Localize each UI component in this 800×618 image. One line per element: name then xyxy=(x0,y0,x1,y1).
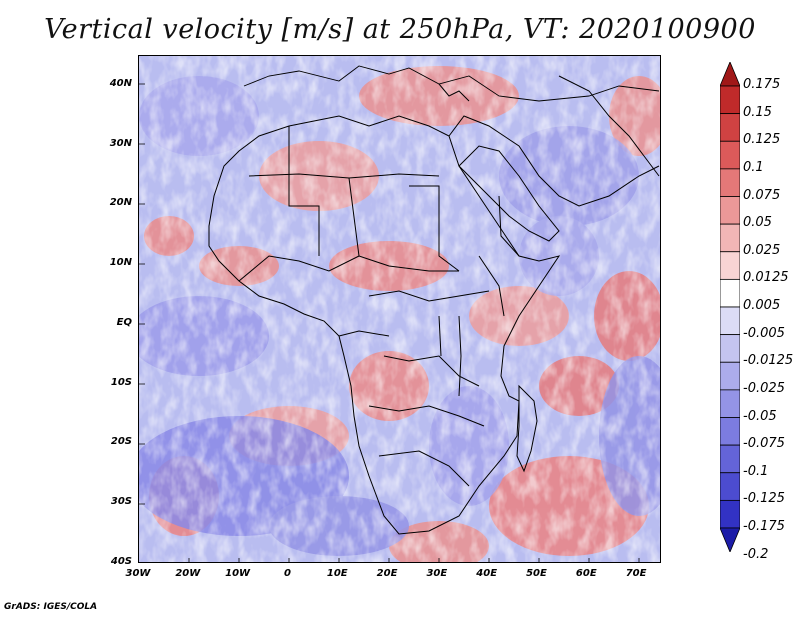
lat-tick-label: 20S xyxy=(110,436,132,448)
lon-tick-label: 30W xyxy=(125,568,151,579)
colorbar-label: -0.175 xyxy=(743,519,785,534)
colorbar-swatch xyxy=(720,361,740,391)
lon-tick-label: 50E xyxy=(526,568,547,579)
colorbar-swatch xyxy=(720,444,740,474)
colorbar-swatch xyxy=(720,306,740,336)
lon-tick-label: 10W xyxy=(225,568,251,579)
colorbar-label: -0.0125 xyxy=(743,353,794,369)
colorbar-swatch xyxy=(720,417,740,446)
colorbar-label: 0.075 xyxy=(743,187,781,203)
lon-tick-label: 60E xyxy=(575,568,597,579)
colorbar-label: -0.05 xyxy=(743,408,777,424)
colorbar-label: 0.005 xyxy=(743,298,781,313)
colorbar-swatch xyxy=(720,62,740,87)
lon-tick-label: 10E xyxy=(326,568,348,579)
colorbar-label: -0.2 xyxy=(743,546,769,562)
colorbar-label: -0.075 xyxy=(743,436,785,452)
colorbar-label: 0.025 xyxy=(743,242,781,258)
colorbar-label: -0.1 xyxy=(743,463,769,479)
lat-tick-label: 40S xyxy=(110,556,132,567)
lat-tick-label: 40N xyxy=(109,77,132,89)
lat-tick-label: 20N xyxy=(109,197,132,209)
coastlines xyxy=(208,65,660,535)
colorbar-swatch xyxy=(720,223,740,253)
velocity-field-svg xyxy=(139,56,660,562)
map-plot-area xyxy=(138,55,661,563)
lat-tick-label: 30S xyxy=(110,496,132,508)
lat-tick-label: 30N xyxy=(109,137,132,149)
colorbar-swatch xyxy=(720,389,740,418)
colorbar-swatch xyxy=(720,140,740,170)
colorbar-label: 0.1 xyxy=(743,159,764,175)
colorbar-label: -0.005 xyxy=(743,325,785,341)
colorbar-label: 0.125 xyxy=(743,132,781,148)
colorbar-swatch xyxy=(720,251,740,280)
grid-ticks xyxy=(139,83,640,562)
colorbar-label: -0.025 xyxy=(743,380,785,396)
colorbar-swatch xyxy=(720,278,740,308)
colorbar xyxy=(720,62,740,552)
colorbar-swatch xyxy=(720,196,740,225)
colorbar-label: -0.125 xyxy=(743,491,785,507)
lat-tick-label: 10S xyxy=(110,376,132,388)
lon-tick-label: 20E xyxy=(376,568,398,579)
streak-texture xyxy=(139,56,660,562)
lat-tick-label: 10N xyxy=(109,257,132,269)
colorbar-swatch xyxy=(720,472,740,501)
colorbar-label: 0.0125 xyxy=(743,270,789,286)
colorbar-swatch xyxy=(720,168,740,197)
colorbar-label: 0.05 xyxy=(743,215,772,231)
colorbar-swatch xyxy=(720,85,740,115)
colorbar-swatch xyxy=(720,527,740,552)
colorbar-swatch xyxy=(720,334,740,363)
colorbar-label: 0.15 xyxy=(743,104,772,120)
lat-tick-label: EQ xyxy=(116,316,132,328)
lon-tick-label: 70E xyxy=(625,568,647,579)
colorbar-swatch xyxy=(720,113,740,142)
chart-title: Vertical velocity [m/s] at 250hPa, VT: 2… xyxy=(44,14,756,45)
grads-credit: GrADS: IGES/COLA xyxy=(4,602,98,612)
colorbar-swatch xyxy=(720,499,740,529)
lon-tick-label: 40E xyxy=(476,568,498,579)
lon-tick-label: 30E xyxy=(426,568,448,579)
colorbar-label: 0.175 xyxy=(743,77,781,92)
lon-tick-label: 0 xyxy=(283,568,291,579)
lon-tick-label: 20W xyxy=(175,568,201,579)
